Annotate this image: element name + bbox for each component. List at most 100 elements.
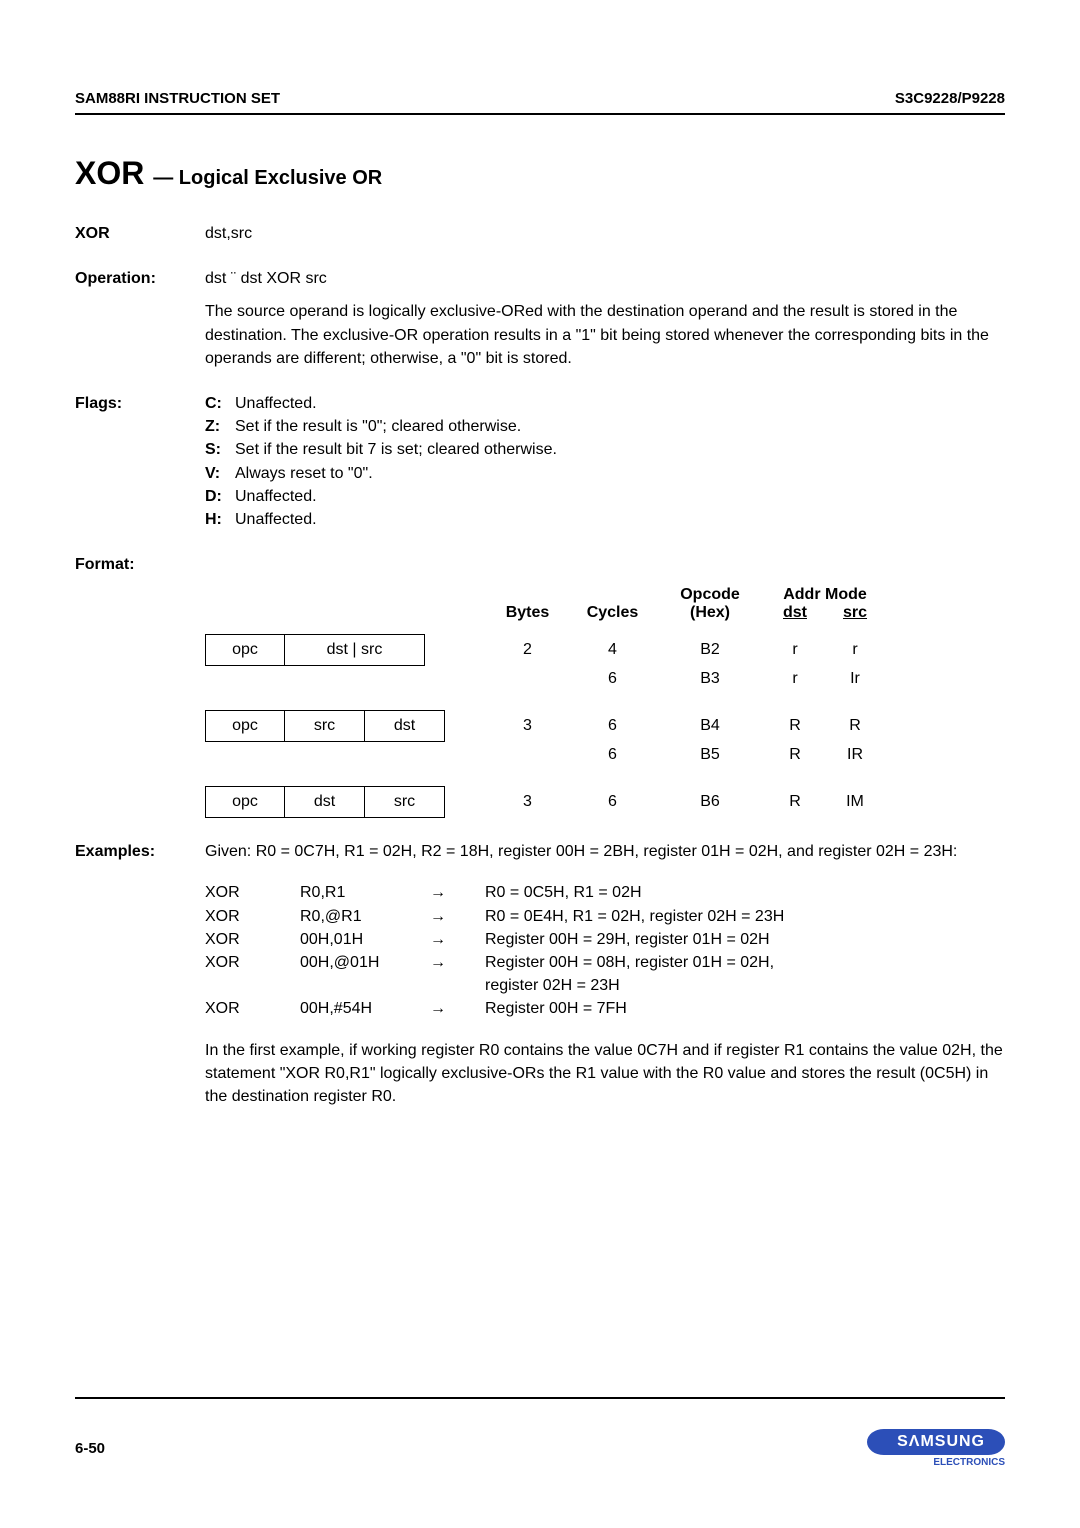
ex-arrow-empty (430, 974, 485, 997)
opcode-section: XOR dst,src (75, 222, 1005, 245)
ex-mnemonic: XOR (205, 997, 300, 1020)
cell-opcode: B4 (655, 717, 765, 735)
cell-dst: r (765, 670, 825, 688)
ex-operands: 00H,@01H (300, 951, 430, 974)
cell-opcode: B6 (655, 793, 765, 811)
header-opcode-line2: (Hex) (655, 604, 765, 622)
format-block: Bytes Cycles Opcode (Hex) Addr Mode dst … (75, 586, 1005, 818)
header-left: SAM88RI INSTRUCTION SET (75, 90, 280, 107)
flag-item: V:Always reset to "0". (205, 462, 1005, 485)
ex-arrow: → (430, 951, 485, 974)
flag-item: C:Unaffected. (205, 392, 1005, 415)
example-row: XOR R0,R1 → R0 = 0C5H, R1 = 02H (205, 881, 1005, 904)
flag-letter: D: (205, 485, 235, 508)
ex-mnemonic: XOR (205, 881, 300, 904)
cell-src: IR (825, 746, 885, 764)
electronics-text: ELECTRONICS (867, 1457, 1005, 1468)
flag-letter: C: (205, 392, 235, 415)
cell-dst: r (765, 641, 825, 659)
cell-bytes: 2 (485, 641, 570, 659)
flag-letter: V: (205, 462, 235, 485)
examples-section: Examples: Given: R0 = 0C7H, R1 = 02H, R2… (75, 840, 1005, 1108)
logo-block: SΛMSUNG ELECTRONICS (867, 1429, 1005, 1468)
flag-text: Unaffected. (235, 508, 317, 531)
ex-mnemonic: XOR (205, 951, 300, 974)
cell-addrmode: R IR (765, 746, 885, 764)
example-row: register 02H = 23H (205, 974, 1005, 997)
format-row: opc src dst 3 6 B4 R R (205, 710, 1005, 742)
ex-mnemonic: XOR (205, 928, 300, 951)
flags-list: C:Unaffected. Z:Set if the result is "0"… (205, 392, 1005, 531)
page-title: XOR — Logical Exclusive OR (75, 155, 1005, 192)
flag-text: Set if the result is "0"; cleared otherw… (235, 415, 521, 438)
operation-desc: The source operand is logically exclusiv… (205, 300, 1005, 370)
encoding-boxes: opc dst | src (205, 634, 485, 666)
flags-label: Flags: (75, 392, 205, 531)
ex-operands: 00H,01H (300, 928, 430, 951)
cell-cycles: 6 (570, 793, 655, 811)
ex-arrow: → (430, 905, 485, 928)
footer: 6-50 SΛMSUNG ELECTRONICS (75, 1397, 1005, 1468)
header-dst: dst (765, 604, 825, 622)
cell-dst: R (765, 717, 825, 735)
flag-item: S:Set if the result bit 7 is set; cleare… (205, 438, 1005, 461)
header-divider (75, 113, 1005, 115)
box-dst: dst (285, 786, 365, 818)
opcode-operands: dst,src (205, 222, 1005, 245)
box-opc: opc (205, 710, 285, 742)
flag-text: Unaffected. (235, 485, 317, 508)
cell-opcode: B5 (655, 746, 765, 764)
header-addrmode-sub: dst src (765, 604, 885, 622)
operation-label: Operation: (75, 267, 205, 370)
format-row: opc dst | src 2 4 B2 r r (205, 634, 1005, 666)
cell-src: r (825, 641, 885, 659)
flag-text: Unaffected. (235, 392, 317, 415)
format-header-row: Bytes Cycles Opcode (Hex) Addr Mode dst … (75, 586, 1005, 622)
page-number: 6-50 (75, 1440, 105, 1457)
flag-letter: Z: (205, 415, 235, 438)
ex-result: R0 = 0C5H, R1 = 02H (485, 881, 1005, 904)
operation-section: Operation: dst ¨ dst XOR src The source … (75, 267, 1005, 370)
format-section-header: Format: (75, 553, 1005, 576)
format-group: opc src dst 3 6 B4 R R 6 B5 R IR (75, 710, 1005, 764)
opcode-label: XOR (75, 222, 205, 245)
operation-content: dst ¨ dst XOR src The source operand is … (205, 267, 1005, 370)
box-src: src (365, 786, 445, 818)
examples-content: Given: R0 = 0C7H, R1 = 02H, R2 = 18H, re… (205, 840, 1005, 1108)
format-row: 6 B5 R IR (205, 746, 1005, 764)
header-addrmode-label: Addr Mode (765, 586, 885, 604)
header-addrmode: Addr Mode dst src (765, 586, 885, 622)
flag-item: Z:Set if the result is "0"; cleared othe… (205, 415, 1005, 438)
cell-cycles: 6 (570, 717, 655, 735)
example-row: XOR 00H,01H → Register 00H = 29H, regist… (205, 928, 1005, 951)
ex-operands: R0,@R1 (300, 905, 430, 928)
cell-bytes: 3 (485, 793, 570, 811)
examples-explain: In the first example, if working registe… (205, 1039, 1005, 1109)
cell-addrmode: r Ir (765, 670, 885, 688)
header-bytes: Bytes (485, 604, 570, 622)
examples-given: Given: R0 = 0C7H, R1 = 02H, R2 = 18H, re… (205, 840, 1005, 863)
format-label: Format: (75, 553, 205, 576)
header-opcode: Opcode (Hex) (655, 586, 765, 622)
ex-mnemonic: XOR (205, 905, 300, 928)
example-row: XOR 00H,#54H → Register 00H = 7FH (205, 997, 1005, 1020)
title-main: XOR (75, 155, 144, 191)
cell-addrmode: R R (765, 717, 885, 735)
box-opc: opc (205, 634, 285, 666)
ex-result: Register 00H = 08H, register 01H = 02H, (485, 951, 1005, 974)
cell-src: R (825, 717, 885, 735)
format-group: opc dst src 3 6 B6 R IM (75, 786, 1005, 818)
header-cycles: Cycles (570, 604, 655, 622)
encoding-boxes: opc dst src (205, 786, 485, 818)
flag-letter: H: (205, 508, 235, 531)
example-row: XOR 00H,@01H → Register 00H = 08H, regis… (205, 951, 1005, 974)
ex-arrow: → (430, 928, 485, 951)
samsung-logo: SΛMSUNG (867, 1429, 1005, 1455)
ex-mnemonic (205, 974, 300, 997)
format-empty (205, 553, 1005, 576)
cell-dst: R (765, 746, 825, 764)
cell-addrmode: r r (765, 641, 885, 659)
flag-letter: S: (205, 438, 235, 461)
title-sub: — Logical Exclusive OR (153, 167, 382, 189)
ex-result: Register 00H = 7FH (485, 997, 1005, 1020)
